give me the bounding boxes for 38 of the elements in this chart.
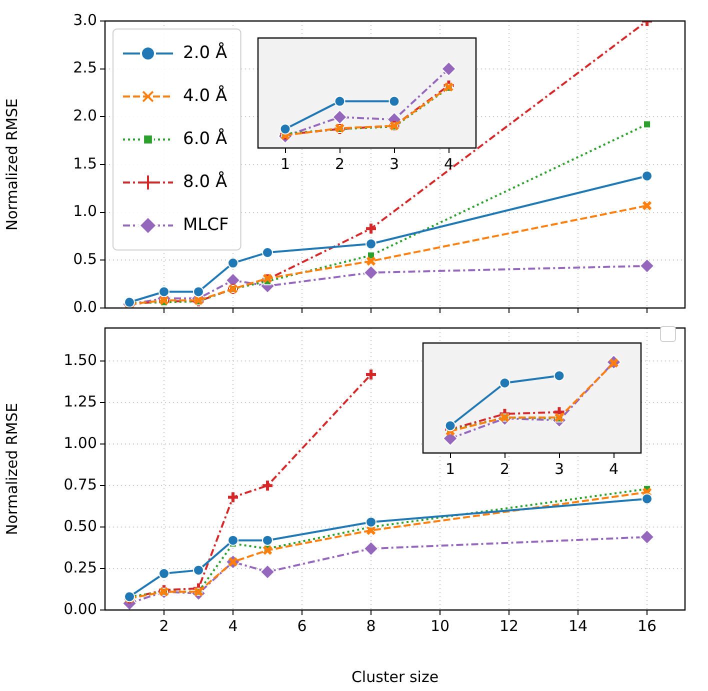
y-axis-title: Normalized RMSE	[2, 98, 21, 231]
y-tick-label: 0.0	[73, 298, 97, 316]
x-tick-label: 4	[608, 460, 619, 478]
y-tick-label: 1.25	[64, 392, 97, 411]
x-tick-label: 4	[444, 154, 454, 173]
x-axis-title: Cluster size	[351, 668, 439, 686]
x-tick-label: 8	[366, 616, 376, 635]
x-tick-label: 2	[159, 616, 169, 635]
legend-label: 6.0 Å	[183, 128, 228, 149]
y-tick-label: 0.50	[64, 516, 97, 535]
x-tick-label: 10	[430, 616, 450, 635]
x-tick-label: 2	[334, 154, 345, 173]
x-tick-label: 2	[500, 460, 510, 478]
y-tick-label: 1.0	[73, 202, 97, 220]
legend-label: 4.0 Å	[183, 84, 228, 106]
y-tick-label: 1.5	[73, 154, 97, 172]
x-tick-label: 1	[445, 460, 456, 478]
x-tick-label: 1	[280, 154, 290, 173]
y-axis-title: Normalized RMSE	[2, 402, 21, 536]
y-tick-label: 0.25	[64, 558, 97, 576]
y-tick-label: 1.00	[64, 434, 97, 452]
x-tick-label: 12	[499, 616, 519, 635]
y-tick-label: 0.5	[73, 250, 97, 268]
y-tick-label: 1.50	[64, 351, 97, 370]
y-tick-label: 0.75	[64, 475, 97, 494]
y-tick-label: 2.0	[73, 106, 97, 125]
y-tick-label: 3.0	[73, 10, 97, 29]
y-tick-label: 2.5	[73, 58, 97, 77]
legend-label: 2.0 Å	[183, 42, 228, 63]
legend-label: 8.0 Å	[183, 170, 228, 192]
y-tick-label: 0.00	[64, 600, 97, 618]
x-tick-label: 4	[228, 616, 238, 635]
x-tick-label: 3	[554, 460, 564, 478]
x-tick-label: 6	[297, 616, 307, 635]
x-tick-label: 14	[568, 616, 588, 635]
x-tick-label: 16	[638, 616, 657, 635]
x-tick-label: 3	[389, 154, 400, 173]
legend-label: MLCF	[183, 214, 229, 235]
